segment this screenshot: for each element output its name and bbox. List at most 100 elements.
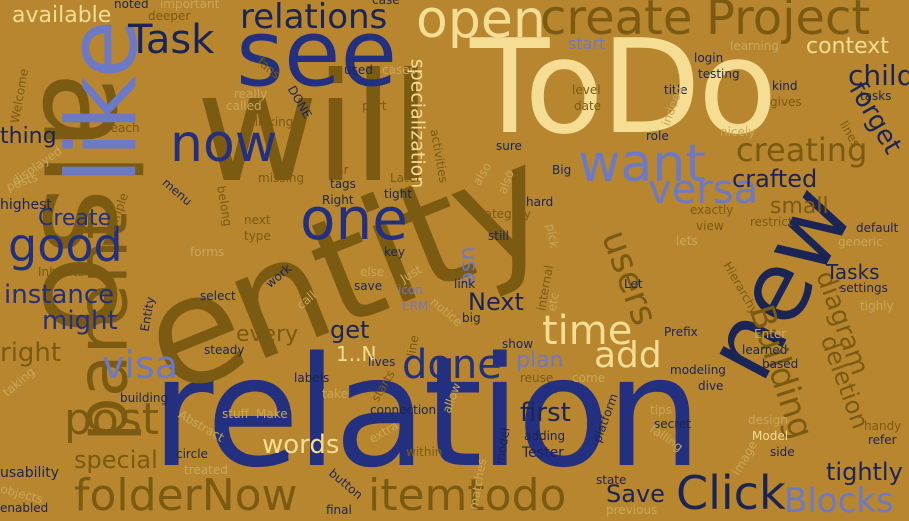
word-done: done [402, 342, 502, 388]
word-secret: secret [654, 417, 691, 431]
word-else: else [360, 265, 385, 279]
word-tester: Tester [522, 445, 564, 461]
word-model-cap: Model [752, 429, 789, 443]
word-clicking: clicking [248, 115, 294, 129]
word-reuse: reuse [520, 371, 554, 385]
word-special: special [74, 446, 158, 474]
word-building: building [120, 391, 169, 405]
word-erm: ERM [402, 299, 429, 313]
word-tips: tips [650, 403, 672, 417]
word-line: line [404, 334, 422, 358]
word-plan: plan [516, 348, 564, 373]
word-come: come [572, 371, 606, 385]
word-will: will [196, 42, 432, 216]
word-tasks-cap: Tasks [826, 260, 880, 284]
word-tighly: tighly [860, 299, 894, 313]
word-link: link [454, 277, 476, 291]
word-words: words [262, 430, 340, 460]
word-post: post [64, 394, 160, 445]
word-category: category [478, 207, 532, 221]
word-todo: ToDo [470, 11, 777, 163]
word-still: still [488, 229, 509, 243]
word-default: default [856, 221, 899, 235]
word-tasks: tasks [860, 89, 892, 103]
word-design: design [748, 413, 788, 427]
word-kind: kind [772, 79, 798, 93]
word-level: level [572, 83, 601, 97]
word-context: context [806, 34, 889, 59]
word-key: key [384, 245, 406, 259]
word-based: based [762, 357, 799, 371]
word-side: side [770, 445, 795, 459]
word-dive: dive [698, 379, 724, 393]
word-save-cap: Save [606, 480, 665, 508]
word-view: view [696, 219, 724, 233]
word-tightly: tightly [826, 458, 903, 486]
word-take: take [322, 387, 348, 401]
word-really: really [234, 87, 268, 101]
word-title: title [664, 83, 688, 97]
word-one: one [300, 185, 408, 253]
word-cases: cases [382, 63, 416, 77]
word-highest: highest [0, 197, 52, 213]
word-task: Task [128, 17, 215, 63]
word-forms: forms [190, 245, 225, 259]
word-tags: tags [330, 177, 356, 191]
word-thing: thing [0, 124, 57, 149]
word-time: time [542, 308, 633, 354]
word-relation: relation [151, 324, 702, 501]
word-creating: creating [736, 131, 868, 169]
word-itemtodo: itemtodo [368, 470, 567, 521]
word-taking: taking [0, 364, 38, 400]
word-state: state [596, 473, 627, 487]
word-later: Later [390, 171, 422, 185]
word-settings: settings [840, 281, 888, 295]
word-start: start [568, 34, 606, 53]
word-child: child [848, 59, 909, 92]
word-sure: sure [496, 139, 522, 153]
word-pick: pick [543, 222, 562, 250]
word-instance: instance [4, 280, 115, 310]
word-right: right [0, 338, 62, 368]
word-click: Click [676, 466, 786, 520]
word-tight: tight [384, 187, 412, 201]
word-see: see [236, 0, 398, 107]
word-first: first [520, 398, 571, 428]
word-lives: lives [368, 355, 396, 369]
word-previous: previous [606, 503, 658, 517]
word-might: might [42, 306, 118, 336]
word-versa: versa [648, 167, 759, 213]
word-show: show [502, 337, 534, 351]
word-exactly: exactly [690, 203, 734, 217]
word-prefix: Prefix [664, 325, 698, 339]
word-noted: noted [114, 0, 149, 11]
word-refer: refer [868, 433, 897, 447]
word-circle: circle [176, 447, 208, 461]
word-next: next [244, 213, 271, 227]
word-treated: treated [184, 463, 228, 477]
word-enabled: enabled [0, 501, 49, 515]
word-important: important [160, 0, 220, 11]
word-generic: generic [838, 235, 883, 249]
word-labels: labels [294, 371, 330, 385]
word-foldernow: folderNow [74, 470, 298, 521]
word-gives: gives [770, 95, 802, 109]
word-usability: usability [0, 465, 60, 481]
word-good: good [8, 218, 123, 272]
word-small: small [770, 194, 829, 219]
word-final: final [326, 503, 352, 517]
word-visa: visa [102, 343, 179, 387]
word-create-cap: Create [38, 206, 112, 231]
word-create: create [540, 0, 693, 46]
word-get: get [330, 316, 370, 344]
word-1n: 1..N [336, 342, 377, 366]
word-missing: missing [258, 171, 305, 185]
word-save: save [354, 279, 383, 293]
word-available: available [12, 3, 112, 28]
word-specialization: specialization [406, 58, 429, 189]
word-crafted: crafted [732, 165, 818, 193]
word-date: date [574, 99, 602, 113]
word-learned: learned [742, 343, 788, 357]
word-handy: handy [864, 419, 902, 433]
word-part: part [362, 99, 387, 113]
